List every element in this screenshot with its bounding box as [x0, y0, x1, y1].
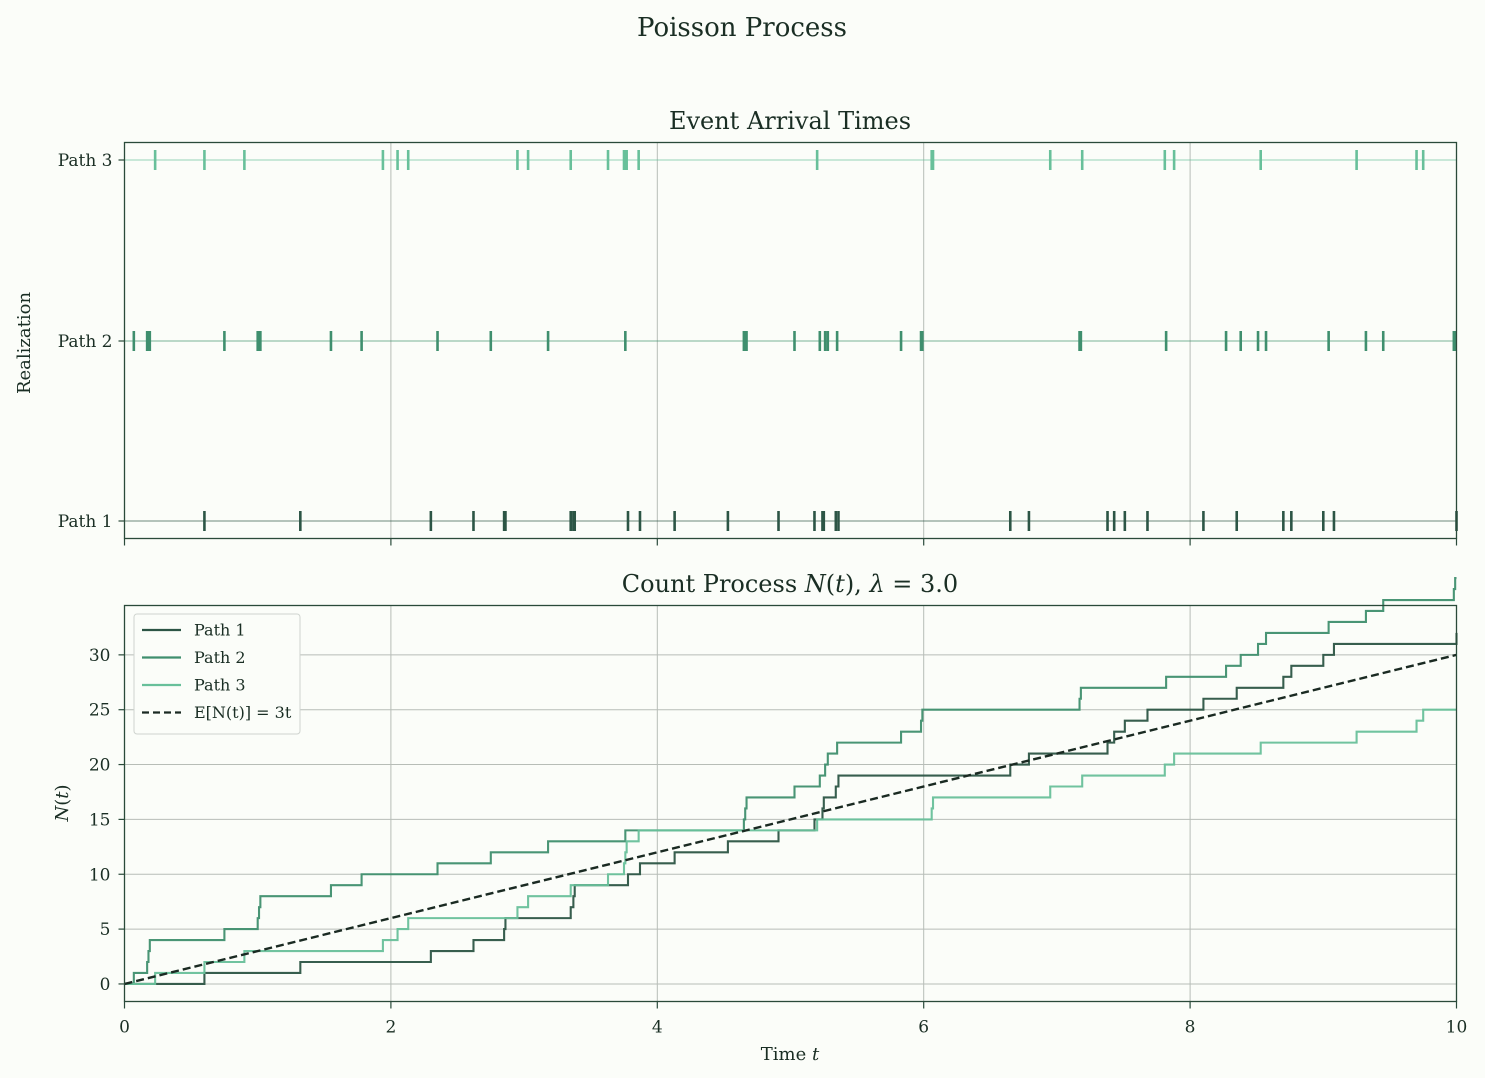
arrival-panel-title: Event Arrival Times [669, 107, 911, 135]
count-step-line-path1 [124, 632, 1458, 985]
arrival-x-ticks [123, 538, 1458, 546]
count-x-tick-label-0: 0 [119, 1018, 130, 1038]
count-x-label: Time t [761, 1044, 820, 1065]
count-x-ticks: 0 2 4 6 8 10 [119, 1001, 1468, 1038]
legend-box [133, 613, 301, 735]
legend-label-1: Path 1 [194, 621, 246, 640]
count-y-ticks: 0 5 10 15 20 25 30 [89, 646, 125, 995]
count-y-tick-label-3: 15 [89, 810, 111, 830]
count-grid [124, 605, 1457, 1002]
arrival-times-panel: Event Arrival Times Path 1 Path 2 Path 3 R… [14, 107, 1458, 546]
count-step-line-path2 [124, 577, 1457, 985]
count-lines [124, 577, 1458, 986]
count-y-tick-label-6: 30 [89, 646, 111, 666]
count-y-label: N(t) [52, 784, 73, 822]
count-y-tick-label-5: 25 [89, 701, 111, 721]
count-y-tick-label-2: 10 [89, 865, 111, 885]
count-step-line-path3 [124, 708, 1457, 985]
arrival-y-tick-label-3: Path 3 [58, 151, 113, 171]
count-y-tick-label-0: 0 [100, 975, 111, 995]
count-y-tick-label-1: 5 [100, 920, 111, 940]
count-panel-title: Count Process N(t), λ = 3.0 [622, 570, 958, 598]
arrival-event-marks [132, 150, 1458, 531]
count-x-tick-label-4: 8 [1185, 1018, 1196, 1038]
count-x-tick-label-3: 6 [918, 1018, 929, 1038]
count-legend: Path 1 Path 2 Path 3 E[N(t)] = 3t [133, 613, 301, 735]
legend-items: Path 1 Path 2 Path 3 E[N(t)] = 3t [142, 621, 292, 722]
arrival-grid [124, 142, 1457, 539]
arrival-y-ticks: Path 1 Path 2 Path 3 [58, 151, 125, 532]
legend-label-3: Path 3 [194, 676, 246, 695]
expected-value-line [124, 653, 1457, 986]
count-x-tick-label-5: 10 [1446, 1018, 1468, 1038]
count-x-tick-label-1: 2 [385, 1018, 396, 1038]
count-y-tick-label-4: 20 [89, 756, 111, 776]
legend-label-4: E[N(t)] = 3t [194, 703, 292, 722]
count-process-panel: Count Process N(t), λ = 3.0 051015202530… [52, 570, 1467, 1065]
arrival-y-tick-label-2: Path 2 [58, 332, 113, 352]
legend-label-2: Path 2 [194, 648, 246, 667]
count-plot-frame [123, 604, 1458, 1003]
arrival-y-label: Realization [14, 292, 35, 394]
arrival-y-tick-label-1: Path 1 [58, 512, 113, 532]
count-x-tick-label-2: 4 [652, 1018, 663, 1038]
figure-title: Poisson Process [637, 13, 847, 43]
